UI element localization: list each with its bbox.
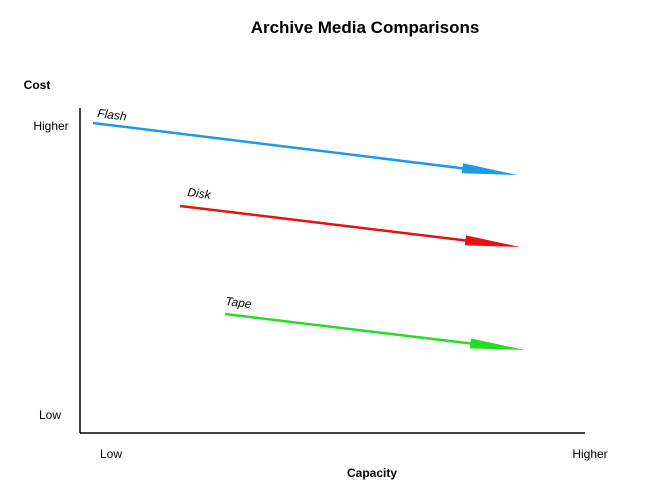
arrow-head	[464, 235, 520, 247]
arrow-shaft	[224, 312, 474, 346]
arrow-shaft	[179, 204, 469, 242]
title: Archive Media Comparisons	[251, 18, 480, 37]
arrow-label: Tape	[225, 294, 253, 311]
arrow-head	[469, 338, 525, 350]
x-low-label: Low	[100, 447, 122, 461]
y-axis-label: Cost	[24, 78, 51, 92]
arrow-shaft	[92, 121, 466, 170]
flash-arrow: Flash	[92, 106, 517, 175]
y-low-label: Low	[39, 408, 61, 422]
arrow-head	[461, 163, 517, 175]
arrow-label: Flash	[97, 106, 128, 124]
x-axis-label: Capacity	[347, 466, 397, 480]
x-high-label: Higher	[572, 447, 607, 461]
disk-arrow: Disk	[179, 185, 520, 247]
y-high-label: Higher	[33, 119, 68, 133]
tape-arrow: Tape	[225, 294, 525, 350]
arrow-label: Disk	[187, 185, 213, 202]
